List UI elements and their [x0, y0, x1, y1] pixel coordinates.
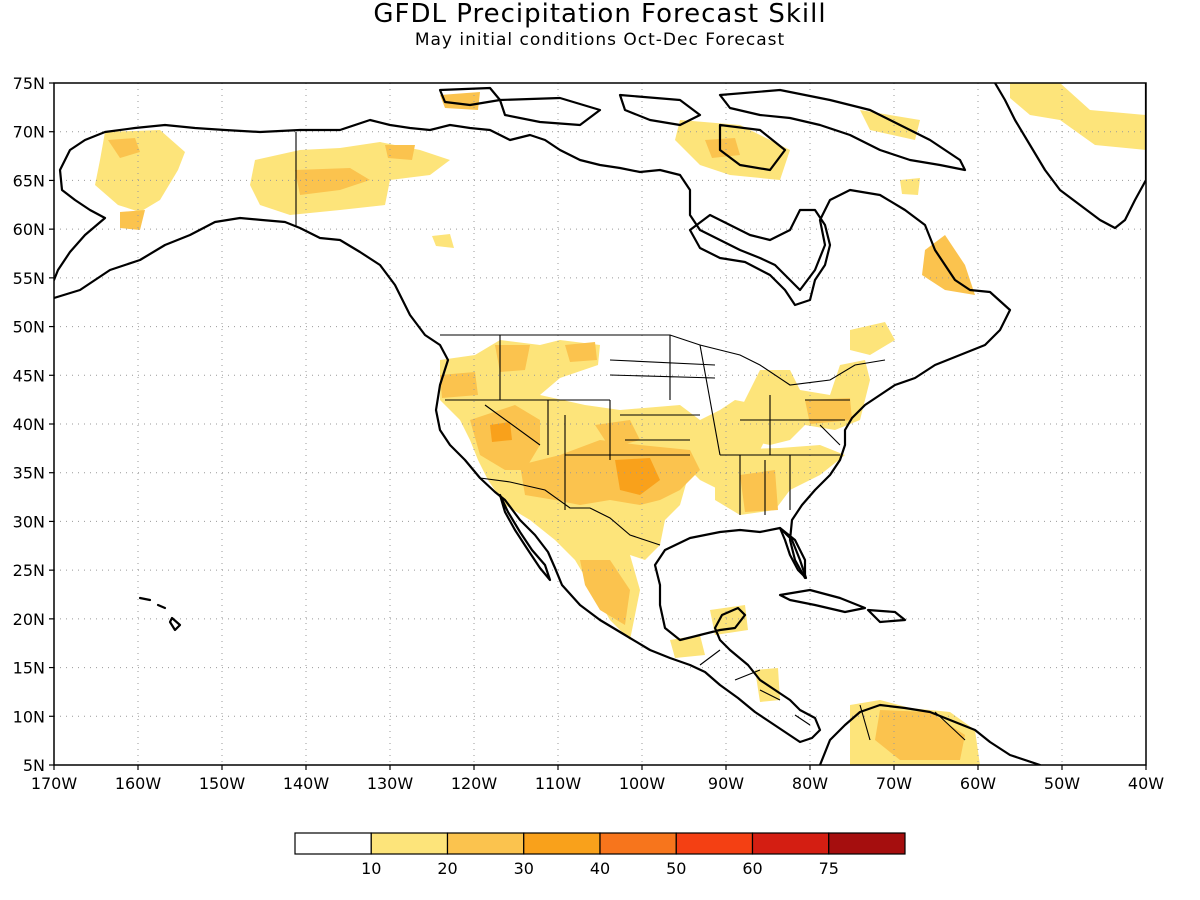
skill-region [850, 322, 895, 355]
coastline-arctic-islands [718, 123, 787, 172]
coastline-florida [778, 526, 808, 580]
skill-region [432, 234, 454, 248]
skill-region [710, 605, 748, 635]
skill-region [805, 398, 852, 424]
colorbar-swatch [751, 832, 830, 855]
lat-tick-label: 30N [13, 512, 45, 531]
colorbar-swatch [828, 832, 906, 855]
colorbar: 10 20 30 40 50 60 75 [294, 832, 906, 878]
lon-tick-label: 110W [535, 774, 582, 793]
colorbar-swatch [370, 832, 449, 855]
lon-tick-label: 70W [876, 774, 912, 793]
coastline-hispaniola [866, 608, 907, 624]
coastline-arctic-islands [498, 96, 602, 127]
lat-tick-label: 5N [23, 756, 45, 775]
skill-region [440, 372, 478, 398]
skill-region [922, 235, 975, 295]
lat-tick-label: 50N [13, 318, 45, 337]
skill-region [95, 130, 185, 212]
skill-region [615, 458, 660, 495]
lon-tick-label: 40W [1128, 774, 1164, 793]
lat-tick-label: 10N [13, 707, 45, 726]
colorbar-label: 20 [437, 859, 457, 878]
coastline-cuba [778, 588, 867, 614]
lon-tick-label: 50W [1044, 774, 1080, 793]
colorbar-swatch [523, 832, 601, 855]
skill-region [705, 138, 740, 158]
coastlines [54, 83, 1146, 765]
skill-region [490, 422, 512, 442]
coastline-arctic-islands [618, 93, 702, 127]
coastline-arctic-islands [718, 88, 967, 172]
lat-tick-label: 40N [13, 415, 45, 434]
coastline-south-america [818, 703, 1042, 765]
skill-region [595, 420, 640, 448]
skill-region [108, 138, 140, 158]
lon-tick-label: 120W [451, 774, 498, 793]
skill-region [580, 560, 630, 625]
colorbar-swatch [599, 832, 677, 855]
lat-tick-label: 75N [13, 74, 45, 93]
skill-region [120, 210, 145, 230]
coastline-greenland [993, 83, 1146, 230]
skill-region [495, 345, 530, 372]
lon-tick-label: 80W [792, 774, 828, 793]
longitude-tick-labels: 170W 160W 150W 140W 130W 120W 110W 100W 90W 80W 70… [31, 765, 1164, 793]
skill-region [875, 710, 965, 760]
colorbar-label: 30 [514, 859, 534, 878]
colorbar-label: 50 [666, 859, 686, 878]
lat-tick-label: 55N [13, 269, 45, 288]
chart-title: GFDL Precipitation Forecast Skill [373, 0, 826, 29]
lon-tick-label: 100W [619, 774, 666, 793]
lon-tick-label: 90W [708, 774, 744, 793]
border-central-america [699, 649, 966, 741]
lon-tick-label: 160W [115, 774, 162, 793]
coastline-hawaii [138, 596, 182, 632]
skill-region [670, 635, 705, 658]
skill-region [740, 470, 778, 512]
political-borders [295, 132, 966, 741]
colorbar-label: 60 [742, 859, 762, 878]
lat-tick-label: 15N [13, 659, 45, 678]
us-state-lines [445, 335, 850, 515]
lon-tick-label: 140W [283, 774, 330, 793]
lon-tick-label: 170W [31, 774, 78, 793]
coastline-arctic-islands [438, 86, 502, 107]
colorbar-label: 40 [590, 859, 610, 878]
colorbar-label: 75 [819, 859, 839, 878]
lat-tick-label: 25N [13, 561, 45, 580]
skill-region [860, 110, 920, 140]
coastline-hudson-bay [688, 208, 832, 307]
lat-tick-label: 45N [13, 366, 45, 385]
skill-region [900, 178, 920, 195]
lon-tick-label: 60W [960, 774, 996, 793]
lat-tick-label: 20N [13, 610, 45, 629]
lat-tick-label: 35N [13, 464, 45, 483]
chart-subtitle: May initial conditions Oct-Dec Forecast [415, 30, 785, 50]
colorbar-swatch [446, 832, 525, 855]
latitude-tick-labels: 75N 70N 65N 60N 55N 50N 45N 40N 35N 30N 25N 20N 15N 1… [13, 74, 54, 775]
skill-region [295, 168, 370, 195]
lon-tick-label: 150W [199, 774, 246, 793]
skill-region [565, 342, 597, 362]
colorbar-swatch [675, 832, 754, 855]
coastline-baja [498, 493, 552, 582]
skill-region [740, 360, 870, 445]
border-us-mexico [479, 477, 661, 546]
skill-region [1010, 83, 1146, 150]
lat-tick-label: 60N [13, 220, 45, 239]
graticule [54, 83, 1146, 765]
colorbar-swatch [294, 832, 372, 855]
lon-tick-label: 130W [367, 774, 414, 793]
lat-tick-label: 70N [13, 123, 45, 142]
colorbar-label: 10 [361, 859, 381, 878]
border-us-canada [440, 334, 886, 386]
lat-tick-label: 65N [13, 171, 45, 190]
skill-region [385, 145, 415, 160]
map-plot-area [54, 83, 1146, 765]
